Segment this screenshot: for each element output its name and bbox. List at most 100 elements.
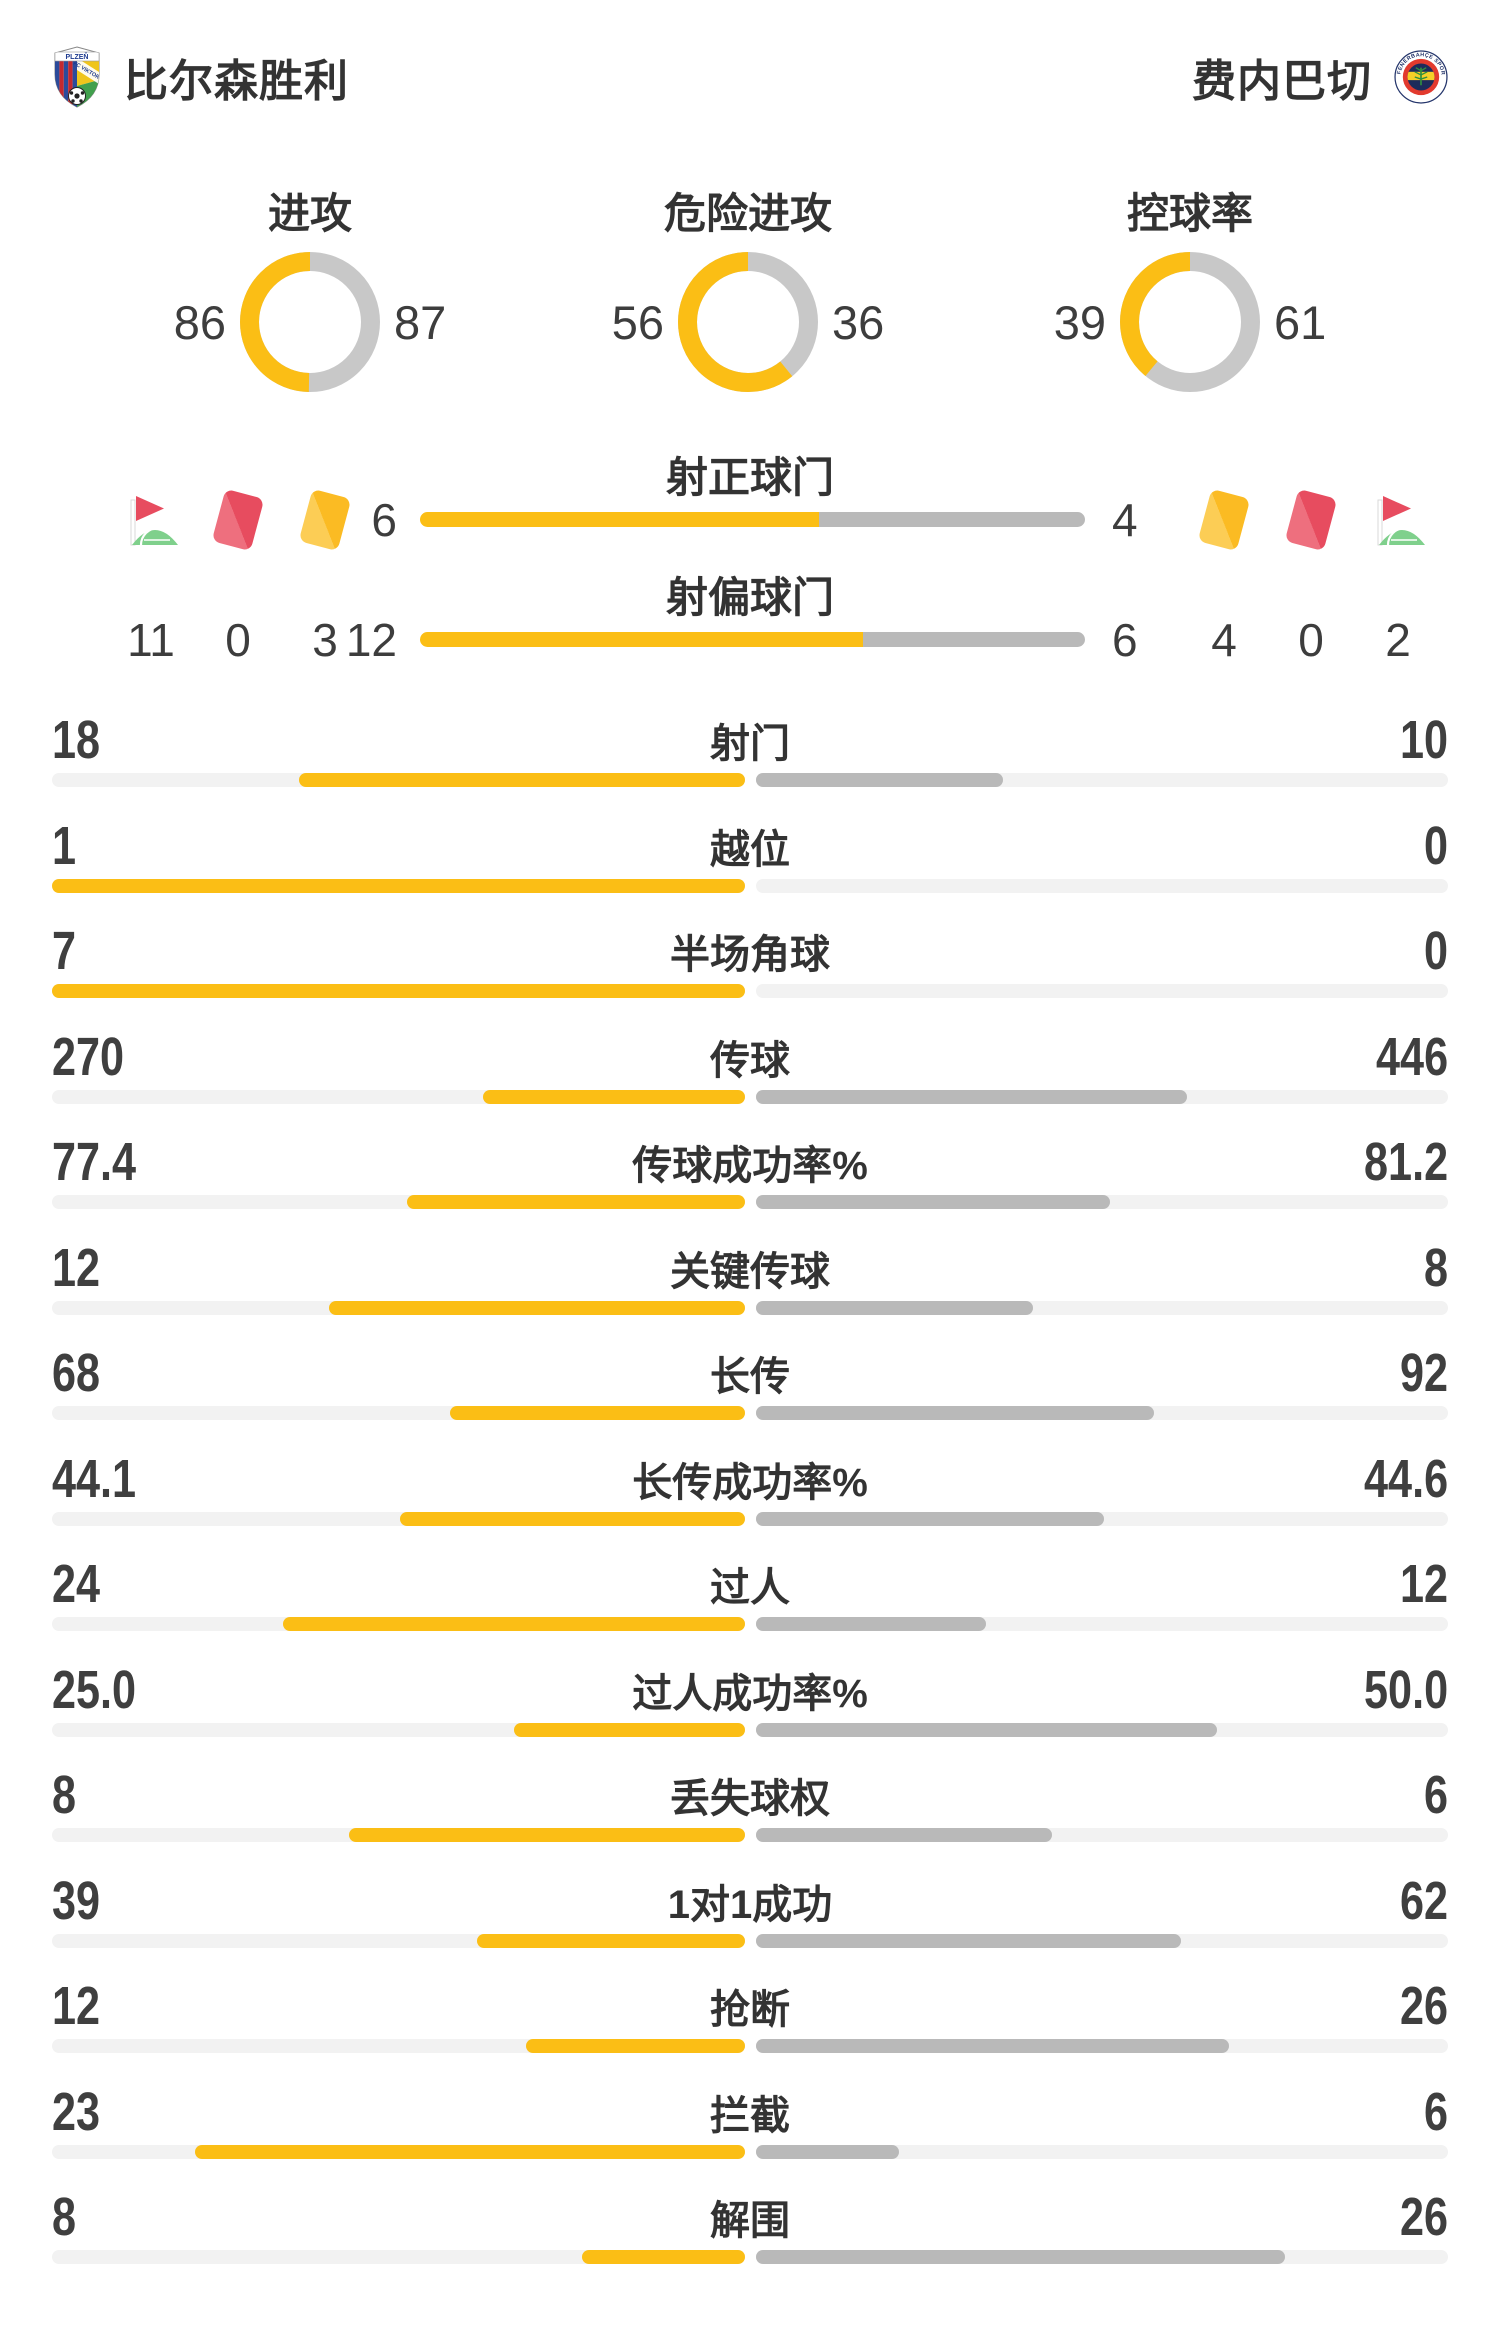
away-yellow-cards-count: 4 [1211, 614, 1237, 666]
donut-chart [240, 252, 380, 392]
away-stat-bar-track [755, 1406, 1448, 1420]
stat-away-value: 6 [1423, 1765, 1448, 1825]
overview-donuts: 进攻 86 87 危险进攻 56 36 控球率 [0, 180, 1500, 440]
stat-home-value: 1 [52, 815, 77, 876]
stat-row: 77.4 传球成功率% 81.2 [52, 1132, 1448, 1240]
stat-away-value: 6 [1423, 2081, 1448, 2142]
away-stat-bar-fill [755, 2144, 899, 2159]
donut-chart [678, 252, 818, 392]
stat-away-value: 92 [1399, 1343, 1448, 1403]
stat-label: 过人 [710, 1566, 790, 1610]
away-team-name: 费内巴切 [1192, 57, 1372, 106]
stat-row: 24 过人 12 [52, 1554, 1448, 1662]
donut-chart [1120, 252, 1260, 392]
home-stat-bar-fill [483, 1089, 745, 1104]
home-stat-bar-track [52, 878, 745, 893]
home-stat-bar-track [52, 773, 745, 787]
away-team-logo: FENERBAHÇE SPOR KULÜBÜ • 1907 • [1394, 50, 1448, 104]
stat-home-value: 39 [52, 1870, 101, 1931]
away-yellow-card-icon [1197, 488, 1251, 552]
stat-home-value: 8 [52, 1765, 77, 1825]
home-stat-bar-track [52, 1300, 745, 1315]
away-stat-bar-track [755, 2250, 1448, 2264]
stat-label: 长传 [710, 1355, 790, 1399]
home-team-logo: FC VIKTORIA PLZEŇ [54, 46, 100, 108]
stat-away-value: 0 [1423, 815, 1448, 876]
away-stat-bar-fill [755, 1933, 1181, 1948]
home-stat-bar-fill [450, 1406, 745, 1420]
stat-home-value: 68 [52, 1343, 101, 1403]
stat-label: 丢失球权 [670, 1777, 830, 1821]
home-stat-bar-fill [513, 1722, 745, 1737]
away-stat-bar-track [755, 1195, 1448, 1209]
stat-home-value: 270 [52, 1026, 125, 1087]
donut-home-value: 56 [611, 295, 664, 349]
shots-off-target-row: 11 0 3 12 6 4 0 2 [52, 608, 1448, 672]
shots-on-target-title: 射正球门 [665, 454, 834, 501]
shots-on-home-value: 6 [371, 494, 397, 546]
home-stat-bar-fill [282, 1617, 745, 1631]
stat-label: 射门 [710, 722, 790, 766]
shots-on-away-value: 4 [1112, 494, 1138, 546]
away-stat-bar-track [755, 1511, 1448, 1526]
home-team: FC VIKTORIA PLZEŇ 比尔森胜利 [52, 45, 349, 109]
stat-row: 44.1 长传成功率% 44.6 [52, 1448, 1448, 1557]
stat-label: 传球 [710, 1038, 790, 1083]
shots-off-away-value: 6 [1112, 614, 1138, 666]
home-yellow-cards-count: 3 [312, 614, 338, 666]
away-stat-bar-track [755, 1828, 1448, 1842]
home-stat-bar-fill [525, 2039, 745, 2053]
stat-label: 1对1成功 [667, 1882, 833, 1927]
away-stat-bar-fill [755, 773, 1003, 787]
home-stat-bar-fill [52, 984, 745, 998]
donut-away-value: 87 [394, 295, 447, 349]
home-stat-bar-track [52, 1089, 745, 1104]
away-red-card-icon [1284, 488, 1338, 552]
shots-on-away-bar [819, 512, 1085, 527]
stat-row: 68 长传 92 [52, 1343, 1448, 1451]
home-stat-bar-fill [477, 1933, 745, 1948]
stat-row: 8 丢失球权 6 [52, 1765, 1448, 1873]
home-stat-bar-fill [329, 1300, 745, 1315]
shots-off-home-bar [420, 632, 864, 647]
away-stat-bar-fill [755, 1089, 1187, 1104]
away-stat-bar-fill [755, 1722, 1218, 1737]
away-stat-bar-track [755, 1722, 1448, 1737]
shots-on-target-row: 6 4 [52, 488, 1448, 552]
stat-row: 12 抢断 26 [52, 1976, 1448, 2084]
home-stat-bar-track [52, 2039, 745, 2053]
stat-away-value: 10 [1399, 710, 1448, 770]
svg-text:PLZEŇ: PLZEŇ [66, 52, 89, 61]
stat-away-value: 62 [1399, 1870, 1448, 1931]
away-corner-flag-icon [1376, 494, 1427, 547]
stat-home-value: 12 [52, 1237, 101, 1298]
donut-home-value: 39 [1053, 295, 1106, 349]
stat-away-value: 12 [1399, 1554, 1448, 1614]
away-red-cards-count: 0 [1298, 614, 1324, 666]
stat-home-value: 25.0 [52, 1659, 137, 1720]
home-stat-bar-track [52, 1195, 745, 1209]
away-stat-bar-track [755, 878, 1448, 893]
stat-label: 半场角球 [670, 933, 830, 977]
stat-away-value: 8 [1423, 1237, 1448, 1298]
shots-off-away-bar [863, 632, 1085, 647]
home-stat-bar-track [52, 1933, 745, 1948]
stat-home-value: 44.1 [52, 1448, 137, 1509]
home-corners-count: 11 [127, 614, 175, 666]
away-stat-bar-track [755, 773, 1448, 787]
away-stat-bar-track [755, 1300, 1448, 1315]
stat-label: 抢断 [710, 1988, 790, 2032]
stat-home-value: 23 [52, 2081, 101, 2142]
away-stat-bar-fill [755, 1511, 1104, 1526]
stat-row: 1 越位 0 [52, 815, 1448, 924]
home-stat-bar-track [52, 1511, 745, 1526]
home-stat-bar-fill [348, 1828, 745, 1842]
home-stat-bar-fill [195, 2144, 745, 2159]
donut-title: 危险进攻 [663, 190, 832, 237]
stat-away-value: 50.0 [1363, 1659, 1448, 1720]
away-team: 费内巴切 FENERBAHÇE SPOR KULÜBÜ • 1907 • [1192, 45, 1448, 109]
away-stat-bar-track [755, 1089, 1448, 1104]
away-stat-bar-fill [755, 1300, 1033, 1315]
away-stat-bar-track [755, 1617, 1448, 1631]
